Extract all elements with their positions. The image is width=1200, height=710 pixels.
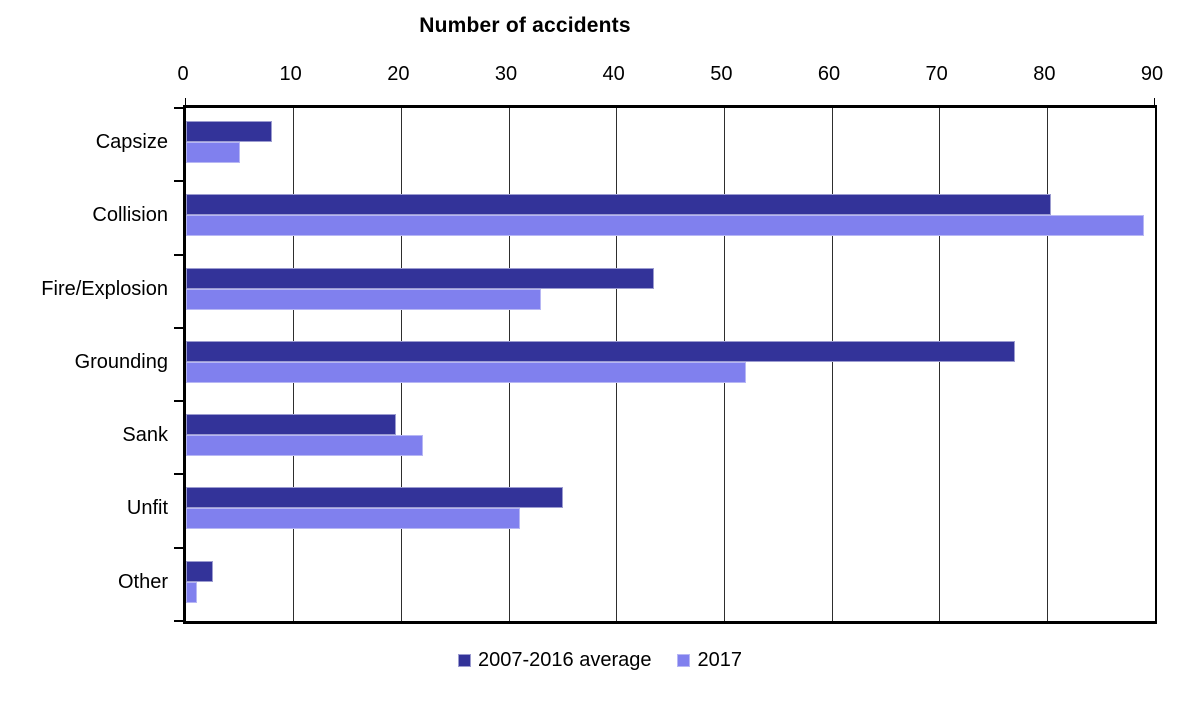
y-axis-tick-mark [174, 326, 183, 329]
x-axis-tick-mark [185, 98, 186, 105]
y-axis-tick-mark [174, 400, 183, 403]
legend-item-average: 2007-2016 average [458, 649, 651, 672]
legend-swatch-2017 [677, 653, 691, 667]
bar-2017 [186, 508, 520, 530]
x-axis: 0 10 20 30 40 50 60 70 80 90 [0, 60, 1200, 88]
bar-2017 [186, 215, 1145, 237]
bar-average [186, 194, 1051, 216]
bar-average [186, 121, 273, 142]
y-axis-tick-mark [174, 253, 183, 256]
x-axis-tick-label: 20 [387, 63, 410, 85]
legend: 2007-2016 average 2017 [0, 645, 1200, 675]
legend-label-2017: 2017 [697, 648, 742, 671]
bar-2017 [186, 288, 542, 310]
category-label: Fire/Explosion [41, 277, 168, 300]
x-axis-tick-label: 70 [925, 63, 948, 85]
y-axis-tick-mark [174, 546, 183, 549]
y-axis-tick-mark [174, 180, 183, 183]
bar-2017 [186, 361, 746, 383]
plot-area [174, 98, 1157, 624]
x-axis-tick-label: 80 [1033, 63, 1056, 85]
y-axis-tick-mark [174, 620, 183, 622]
category-label: Unfit [126, 497, 168, 520]
x-axis-tick-label: 10 [279, 63, 302, 85]
x-axis-tick-label: 60 [817, 63, 841, 85]
y-axis-tick-mark [174, 473, 183, 476]
x-axis-tick-label: 30 [494, 63, 518, 85]
bar-average [186, 267, 655, 289]
bar-2017 [186, 581, 197, 603]
y-axis-tick-mark [174, 107, 183, 109]
legend-item-2017: 2017 [677, 649, 742, 672]
legend-swatch-average [458, 653, 471, 667]
x-axis-tick-label: 90 [1140, 63, 1164, 85]
y-axis-category-labels: Capsize Collision Fire/Explosion Grounding S… [0, 105, 168, 618]
legend-label-average: 2007-2016 average [478, 648, 652, 671]
gridline [831, 108, 833, 621]
x-axis-tick-label: 50 [710, 63, 733, 85]
bar-2017 [186, 435, 423, 457]
x-axis-tick-mark [1154, 98, 1155, 105]
category-label: Grounding [74, 350, 168, 373]
bar-average [186, 560, 213, 582]
category-label: Capsize [95, 131, 168, 153]
bar-2017 [186, 142, 240, 163]
x-axis-tick-label: 0 [177, 63, 189, 85]
bar-average [186, 340, 1016, 362]
category-label: Other [117, 570, 168, 593]
gridline [1046, 108, 1048, 621]
category-label: Collision [92, 204, 168, 227]
gridline [939, 108, 941, 621]
chart-title: Number of accidents [419, 14, 631, 37]
bar-average [186, 487, 563, 509]
bar-average [186, 414, 396, 436]
x-axis-tick-label: 40 [602, 63, 625, 85]
category-label: Sank [122, 424, 168, 447]
